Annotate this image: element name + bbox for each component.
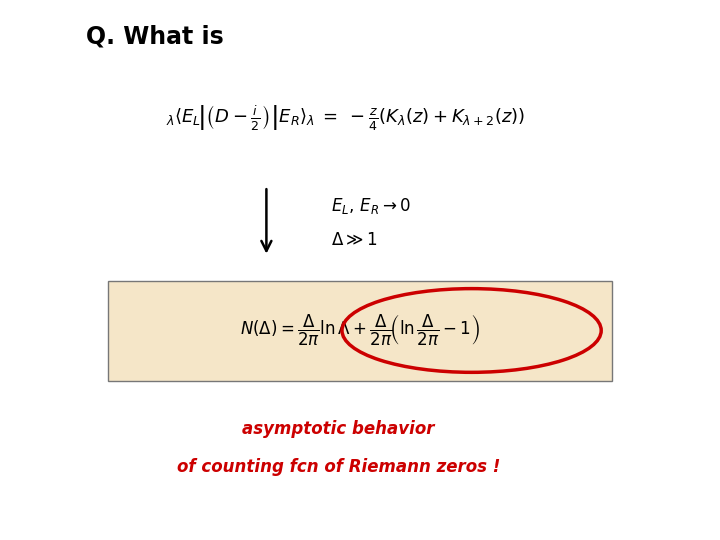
- Text: $N(\Delta) = \dfrac{\Delta}{2\pi}\ln\Lambda + \dfrac{\Delta}{2\pi}\!\left(\ln\df: $N(\Delta) = \dfrac{\Delta}{2\pi}\ln\Lam…: [240, 313, 480, 348]
- Text: of counting fcn of Riemann zeros !: of counting fcn of Riemann zeros !: [176, 458, 500, 476]
- FancyBboxPatch shape: [108, 281, 612, 381]
- Text: asymptotic behavior: asymptotic behavior: [242, 420, 435, 438]
- Text: $_{\lambda}\langle E_L\!\left|\left(D - \frac{i}{2}\right)\right|E_R\rangle_{\la: $_{\lambda}\langle E_L\!\left|\left(D - …: [166, 104, 525, 133]
- Text: $\Delta \gg 1$: $\Delta \gg 1$: [331, 232, 377, 249]
- Text: $E_L,\, E_R \to 0$: $E_L,\, E_R \to 0$: [331, 196, 411, 217]
- Text: Q. What is: Q. What is: [86, 24, 224, 48]
